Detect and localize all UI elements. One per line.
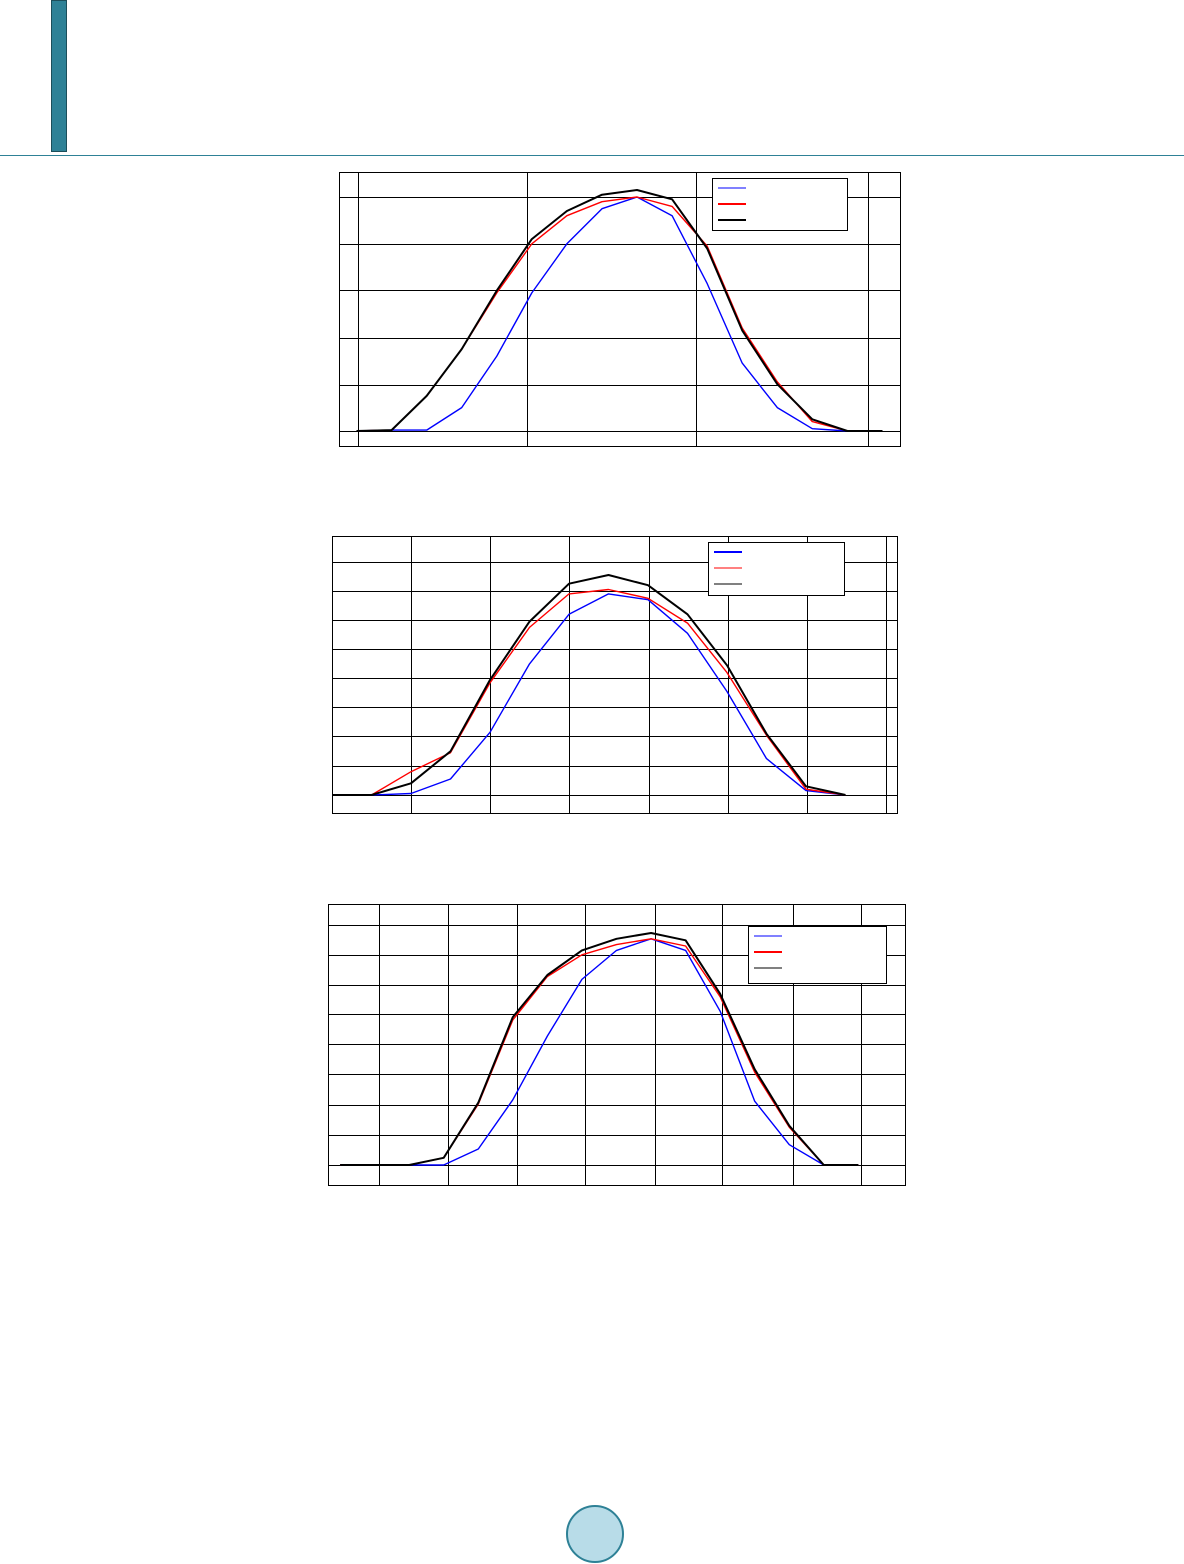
legend xyxy=(712,178,848,231)
legend-box xyxy=(748,926,887,984)
series-line-3 xyxy=(340,932,859,1166)
header-rule xyxy=(0,155,1184,156)
charts-canvas xyxy=(328,172,906,1186)
series-line-1 xyxy=(340,938,859,1166)
series-line-3 xyxy=(332,574,846,796)
header-accent-bar xyxy=(51,0,67,152)
legend xyxy=(748,926,887,984)
series-line-1 xyxy=(332,593,846,796)
chart-2 xyxy=(332,536,898,814)
series-line-3 xyxy=(356,189,883,432)
chart-3 xyxy=(328,904,906,1186)
series-line-2 xyxy=(332,588,846,796)
series-line-1 xyxy=(356,196,883,432)
page-number-badge xyxy=(566,1505,624,1563)
legend xyxy=(708,542,845,596)
legend-box xyxy=(708,542,845,596)
chart-1 xyxy=(339,172,901,447)
